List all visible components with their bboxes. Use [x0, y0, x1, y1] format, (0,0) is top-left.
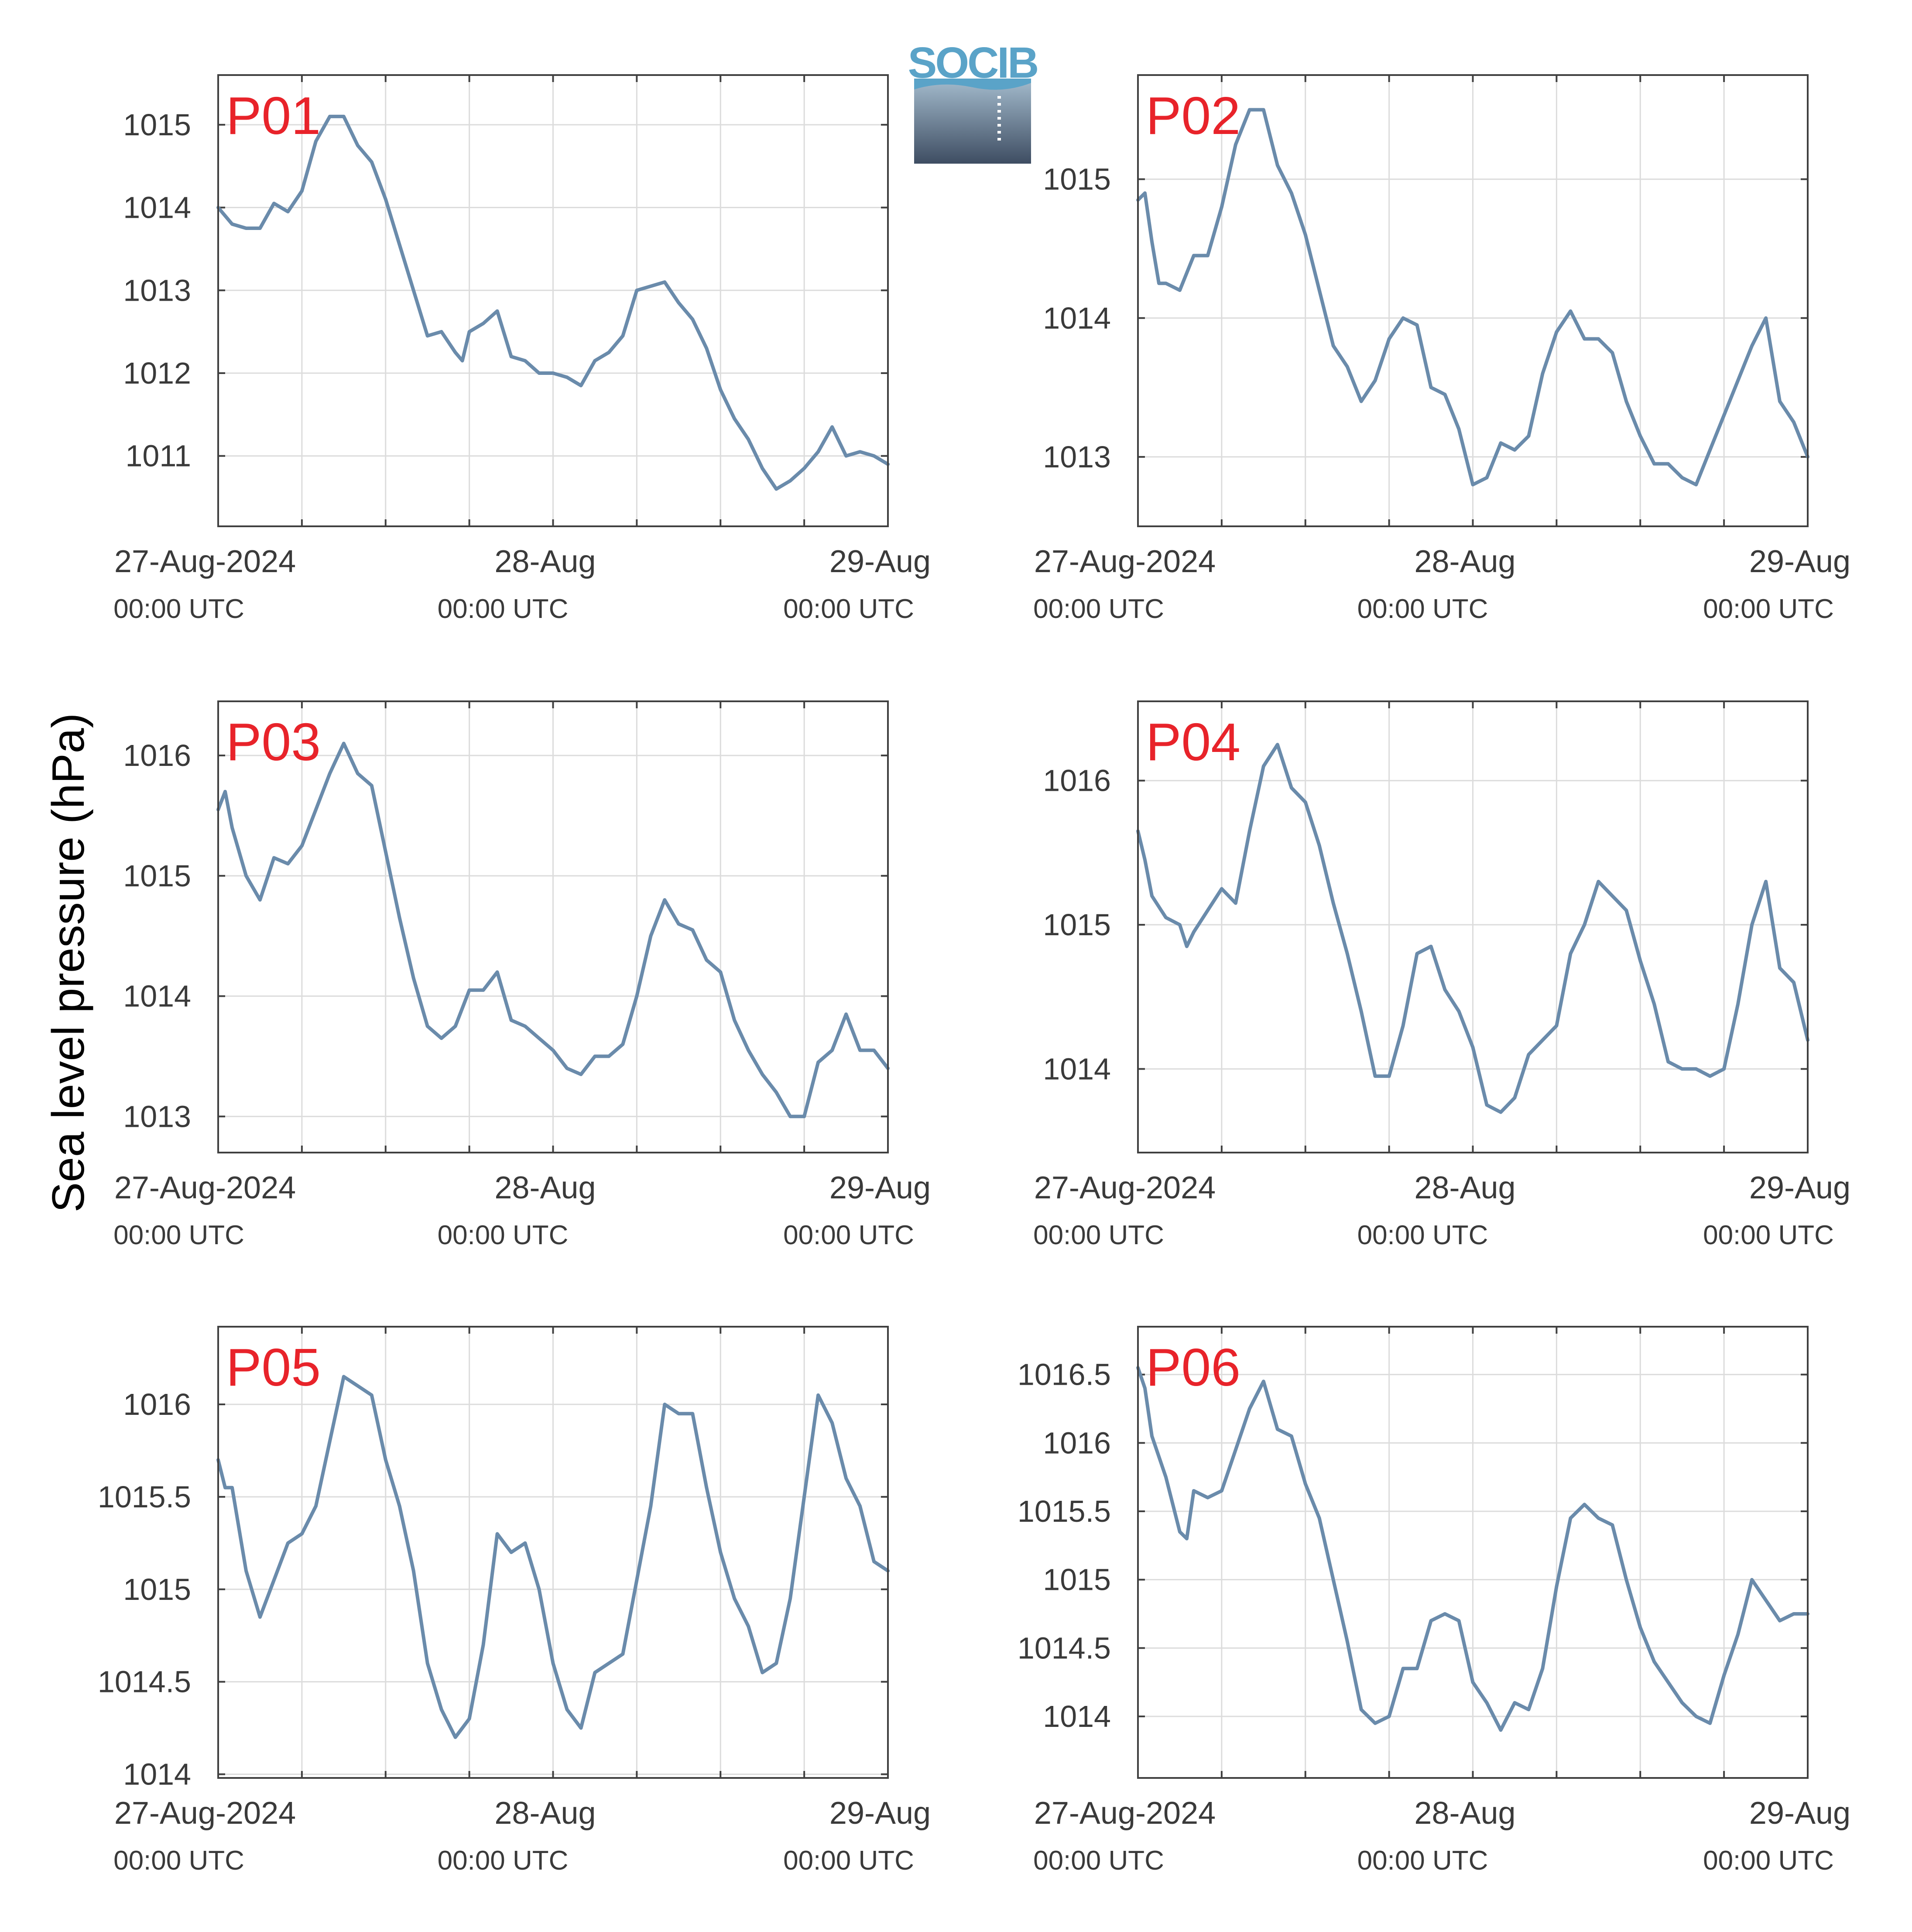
y-tick-label: 1014 [123, 979, 191, 1013]
x-tick-label: 28-Aug [1414, 544, 1515, 579]
y-tick-label: 1015 [123, 859, 191, 893]
y-tick-label: 1013 [123, 273, 191, 307]
chart-panel-p05: 1014 1014.5 1015 1015.5 1016 P05 27-Aug-2024 00… [98, 1326, 931, 1876]
x-tick-label: 29-Aug [1749, 544, 1850, 579]
axes-frame [217, 1326, 889, 1779]
y-tick-label: 1015.5 [1018, 1494, 1111, 1528]
x-tick-label: 27-Aug-2024 [114, 1170, 296, 1205]
x-tick-label: 29-Aug [829, 1796, 931, 1831]
y-tick-label: 1016.5 [1018, 1358, 1111, 1392]
x-tick-sublabel: 00:00 UTC [1703, 594, 1834, 624]
axes-frame [217, 700, 889, 1153]
x-tick-sublabel: 00:00 UTC [783, 1220, 914, 1250]
y-tick-label: 1013 [1043, 440, 1111, 474]
x-tick-sublabel: 00:00 UTC [1357, 594, 1488, 624]
y-tick-label: 1014 [123, 191, 191, 225]
x-tick-sublabel: 00:00 UTC [113, 594, 244, 624]
data-line-p05 [216, 1375, 890, 1739]
x-tick-label: 28-Aug [494, 544, 596, 579]
x-tick-label: 29-Aug [1749, 1796, 1850, 1831]
data-line-p02 [1136, 108, 1809, 487]
x-tick-label: 29-Aug [829, 544, 931, 579]
chart-panel-p01: 1011 1012 1013 1014 1015 P01 27-Aug-2024 00:00 … [113, 74, 931, 624]
y-tick-label: 1012 [123, 356, 191, 390]
x-tick-sublabel: 00:00 UTC [1357, 1846, 1488, 1876]
x-tick-label: 28-Aug [494, 1796, 596, 1831]
socib-logo-mark [914, 83, 1031, 164]
y-tick-label: 1015 [1043, 162, 1111, 196]
x-tick-sublabel: 00:00 UTC [438, 594, 569, 624]
data-line-p06 [1136, 1366, 1809, 1732]
y-tick-label: 1016 [123, 738, 191, 772]
y-tick-label: 1015 [123, 1572, 191, 1606]
y-tick-label: 1014.5 [1018, 1631, 1111, 1665]
axes-frame [1137, 700, 1809, 1153]
y-tick-label: 1015.5 [98, 1480, 191, 1514]
axes-frame [1137, 1326, 1809, 1779]
x-tick-sublabel: 00:00 UTC [1357, 1220, 1488, 1250]
y-tick-label: 1014 [1043, 1699, 1111, 1733]
data-line-p03 [216, 741, 890, 1119]
x-tick-label: 29-Aug [829, 1170, 931, 1205]
y-tick-label: 1014 [1043, 301, 1111, 335]
y-tick-label: 1016 [1043, 1426, 1111, 1460]
x-tick-label: 28-Aug [494, 1170, 596, 1205]
x-tick-label: 28-Aug [1414, 1170, 1515, 1205]
x-tick-sublabel: 00:00 UTC [1033, 594, 1164, 624]
x-tick-label: 28-Aug [1414, 1796, 1515, 1831]
x-tick-label: 27-Aug-2024 [114, 1796, 296, 1831]
x-tick-sublabel: 00:00 UTC [783, 594, 914, 624]
y-tick-label: 1014.5 [98, 1665, 191, 1699]
y-tick-label: 1011 [125, 439, 191, 473]
chart-panel-p02: 1013 1014 1015 P02 27-Aug-2024 00:00 UTC 28-Au… [1033, 74, 1850, 624]
panel-label: P01 [226, 86, 321, 145]
x-tick-label: 27-Aug-2024 [1034, 1796, 1216, 1831]
x-tick-sublabel: 00:00 UTC [438, 1846, 569, 1876]
axes-frame [217, 74, 889, 527]
y-tick-label: 1015 [1043, 1563, 1111, 1597]
y-tick-label: 1014 [123, 1757, 191, 1791]
panel-label: P06 [1146, 1338, 1240, 1397]
x-tick-sublabel: 00:00 UTC [113, 1220, 244, 1250]
chart-panel-p06: 1014 1014.5 1015 1015.5 1016 1016.5 P06 27-Aug-… [1018, 1326, 1850, 1876]
panel-label: P03 [226, 712, 321, 772]
socib-logo: SOCIB [908, 38, 1039, 164]
x-tick-sublabel: 00:00 UTC [783, 1846, 914, 1876]
x-tick-sublabel: 00:00 UTC [438, 1220, 569, 1250]
subplot-grid: 1011 1012 1013 1014 1015 P01 27-Aug-2024 00:00 … [98, 74, 1850, 1876]
axes-frame [1137, 74, 1809, 527]
y-tick-label: 1013 [123, 1099, 191, 1133]
panel-label: P05 [226, 1338, 321, 1397]
x-tick-sublabel: 00:00 UTC [1033, 1220, 1164, 1250]
y-axis-label: Sea level pressure (hPa) [43, 713, 94, 1213]
socib-logo-wave [914, 79, 1031, 90]
x-tick-label: 27-Aug-2024 [1034, 544, 1216, 579]
panel-label: P04 [1146, 712, 1240, 772]
y-tick-label: 1015 [1043, 908, 1111, 942]
x-tick-sublabel: 00:00 UTC [1033, 1846, 1164, 1876]
x-tick-sublabel: 00:00 UTC [1703, 1220, 1834, 1250]
y-tick-label: 1015 [123, 108, 191, 142]
x-tick-label: 27-Aug-2024 [114, 544, 296, 579]
x-tick-sublabel: 00:00 UTC [1703, 1846, 1834, 1876]
data-line-p01 [216, 114, 890, 491]
chart-panel-p04: 1014 1015 1016 P04 27-Aug-2024 00:00 UTC 28-Au… [1033, 700, 1850, 1250]
x-tick-label: 27-Aug-2024 [1034, 1170, 1216, 1205]
chart-panel-p03: 1013 1014 1015 1016 P03 27-Aug-2024 00:00 UTC 2… [113, 700, 931, 1250]
y-tick-label: 1014 [1043, 1052, 1111, 1086]
y-tick-label: 1016 [123, 1387, 191, 1421]
panel-label: P02 [1146, 86, 1240, 145]
y-tick-label: 1016 [1043, 764, 1111, 798]
data-line-p04 [1136, 743, 1809, 1114]
x-tick-label: 29-Aug [1749, 1170, 1850, 1205]
x-tick-sublabel: 00:00 UTC [113, 1846, 244, 1876]
